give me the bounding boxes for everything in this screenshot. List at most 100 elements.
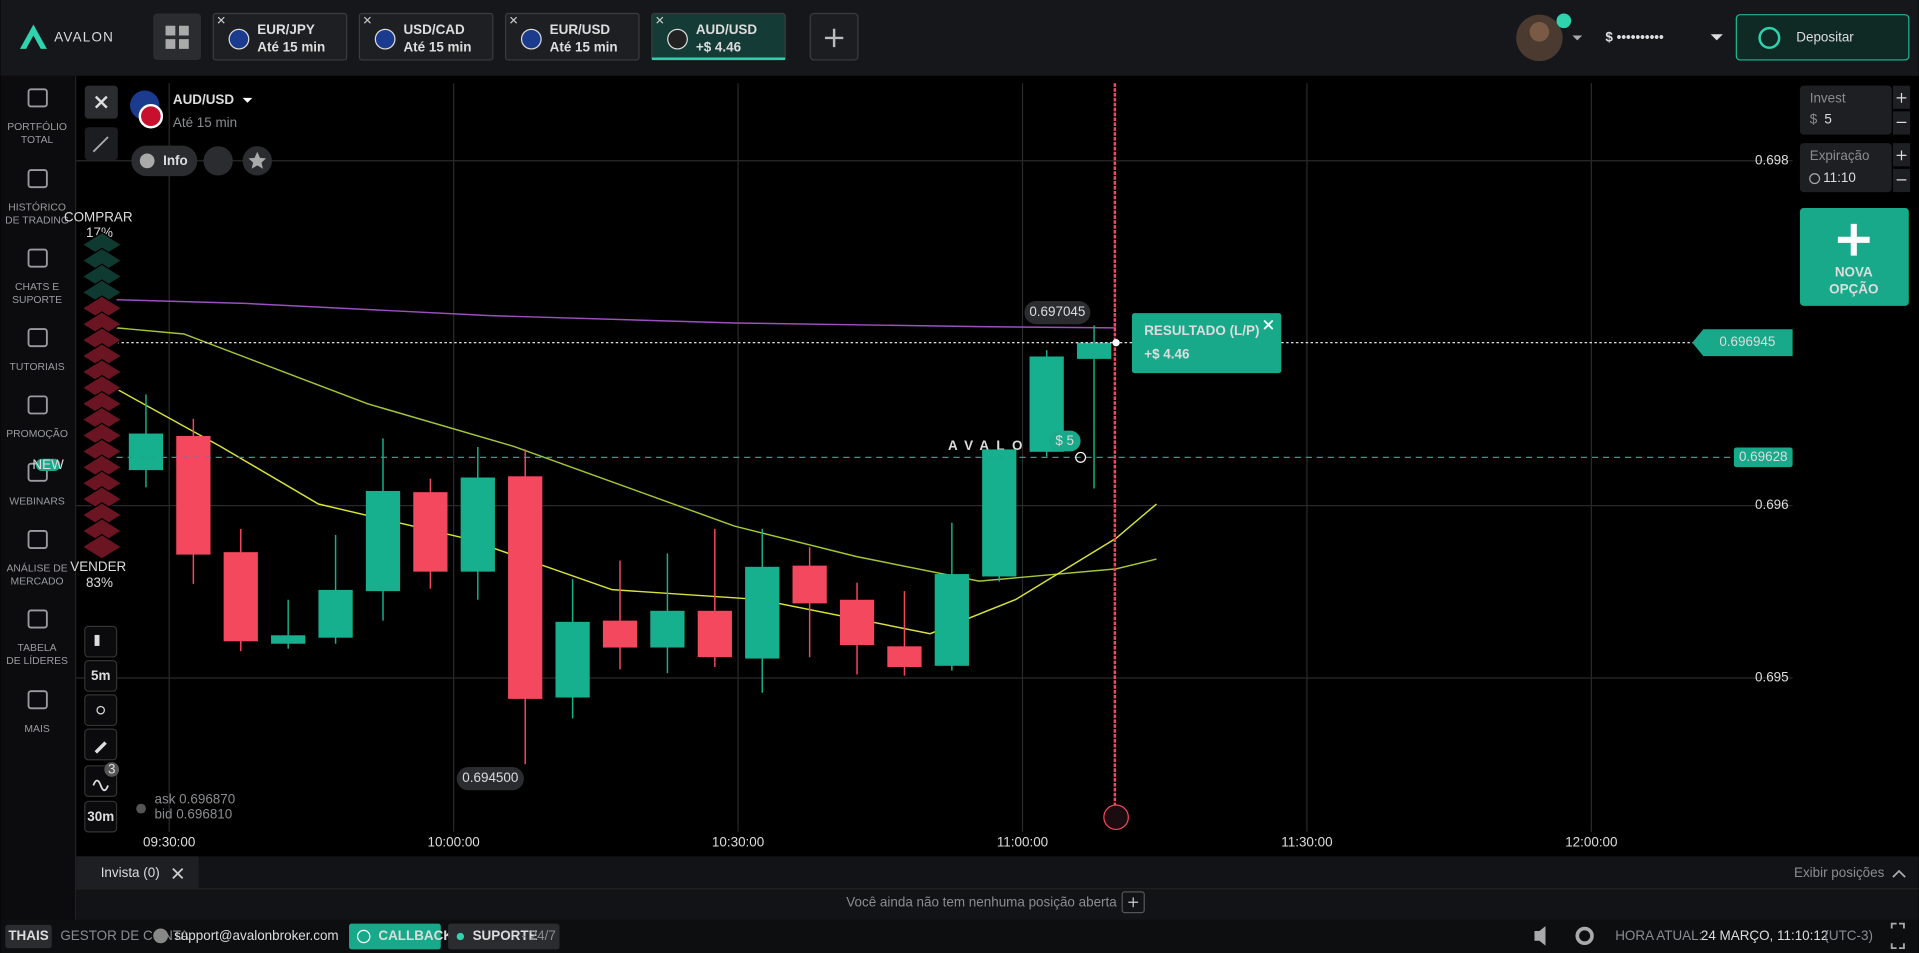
asset-tab[interactable]: [212, 12, 348, 61]
indicators-icon: [92, 779, 109, 792]
sidebar-label[interactable]: MAIS: [24, 724, 49, 735]
timeframe-button[interactable]: [84, 660, 118, 692]
tab-close[interactable]: [217, 16, 225, 24]
result-close[interactable]: [1263, 319, 1274, 330]
positions-tab[interactable]: Invista (0): [101, 865, 160, 880]
support-email[interactable]: support@avalonbroker.com: [174, 928, 339, 943]
moving-average: [116, 327, 1157, 582]
chart-type-icon: [94, 634, 100, 646]
new-option-button[interactable]: [1799, 207, 1909, 306]
sidebar-label[interactable]: SUPORTE: [12, 295, 62, 306]
period-button[interactable]: [84, 800, 118, 833]
chart-type-button[interactable]: [84, 625, 118, 658]
draw-icon: [94, 741, 107, 754]
sidebar-label[interactable]: DE TRADING: [5, 216, 69, 227]
asset-tabs: EUR/JPY Até 15 min USD/CAD Até 15 min EUR/US…: [212, 12, 786, 61]
tab-sub: Até 15 min: [403, 39, 471, 54]
sidebar-icon[interactable]: [27, 395, 48, 415]
grid-button[interactable]: [153, 13, 202, 60]
info-label[interactable]: Info: [163, 153, 188, 168]
sidebar-icon[interactable]: [27, 530, 48, 549]
new-badge-bg: [35, 458, 61, 471]
positions-add[interactable]: [1121, 891, 1145, 914]
balance[interactable]: $ ••••••••••: [1605, 29, 1664, 44]
timeframe[interactable]: 5m: [91, 668, 110, 683]
tab-pair[interactable]: USD/CAD: [403, 22, 465, 37]
sidebar-label[interactable]: TUTORIAIS: [10, 362, 65, 373]
sidebar-icon[interactable]: [27, 609, 48, 629]
asset-tab[interactable]: [505, 12, 640, 61]
low-label: 0.694500: [462, 770, 518, 785]
tab-close[interactable]: [510, 16, 518, 24]
sentiment-bar: [81, 231, 123, 560]
sidebar-icon[interactable]: [27, 328, 48, 348]
sidebar-label[interactable]: MERCADO: [11, 576, 64, 587]
candle-body: [365, 490, 401, 592]
positions-close[interactable]: [172, 867, 184, 880]
moving-average: [116, 388, 1157, 635]
timezone: (UTC-3): [1824, 928, 1873, 943]
invest-box[interactable]: [1799, 85, 1892, 135]
candle-body: [460, 477, 495, 572]
tab-close[interactable]: [656, 16, 664, 24]
signals-button[interactable]: [84, 694, 118, 727]
tab-pair[interactable]: EUR/JPY: [257, 22, 315, 37]
result-value: +$ 4.46: [1144, 346, 1189, 361]
candle-body: [934, 574, 969, 666]
support-label[interactable]: SUPORTE: [473, 928, 538, 943]
sentiment-segment: [81, 533, 123, 560]
new-option-line-1[interactable]: NOVA: [1835, 264, 1873, 279]
deposit-label[interactable]: Depositar: [1796, 29, 1854, 44]
draw-button[interactable]: [84, 728, 118, 761]
tab-pair[interactable]: AUD/USD: [696, 22, 758, 37]
sidebar-label[interactable]: HISTÓRICO: [8, 201, 66, 214]
candle-body: [982, 449, 1017, 577]
y-tick-label: 0.698: [1755, 152, 1789, 167]
asset-name[interactable]: AUD/USD: [173, 92, 235, 107]
current-price-bg: [1692, 329, 1793, 357]
sidebar-icon[interactable]: [27, 169, 48, 189]
callback-button[interactable]: [349, 923, 441, 950]
chart-tools: 5m 3 30m ask 0.696870 bid 0.696810: [84, 625, 235, 833]
candle-body: [745, 566, 780, 659]
invest-amount[interactable]: 5: [1824, 111, 1831, 126]
sidebar-label[interactable]: TOTAL: [21, 135, 54, 146]
asset-tab[interactable]: [358, 12, 494, 61]
expiry-time[interactable]: 11:10: [1823, 170, 1856, 185]
sound-button[interactable]: [1534, 926, 1546, 946]
new-option-line-2[interactable]: OPÇÃO: [1829, 281, 1878, 296]
tab-flag: [374, 28, 396, 50]
sidebar-icon[interactable]: [27, 690, 48, 710]
period[interactable]: 30m: [87, 809, 114, 824]
info-button[interactable]: [131, 145, 198, 177]
sidebar-icon[interactable]: [27, 88, 48, 108]
expiry-box[interactable]: [1799, 143, 1892, 193]
deposit-button[interactable]: [1735, 14, 1910, 61]
tab-pair[interactable]: EUR/USD: [550, 22, 611, 37]
alert-button[interactable]: [203, 146, 233, 176]
logo-icon: [19, 24, 47, 49]
avatar-face: [1529, 22, 1550, 42]
sidebar-label[interactable]: WEBINARS: [9, 496, 64, 507]
settings-button[interactable]: [1575, 926, 1594, 946]
sidebar-label[interactable]: TABELA: [18, 643, 57, 654]
signals-icon: [96, 705, 105, 715]
result-box: [1131, 313, 1282, 374]
sidebar-icon[interactable]: [27, 248, 48, 268]
sidebar-label[interactable]: CHATS E: [15, 282, 59, 293]
sidebar-label[interactable]: ANÁLISE DE: [7, 562, 68, 575]
sidebar-label[interactable]: PROMOÇÃO: [6, 427, 68, 440]
sidebar-label[interactable]: DE LÍDERES: [6, 654, 68, 667]
positions-show[interactable]: Exibir posições: [1794, 865, 1885, 880]
x-tick-label: 11:30:00: [1281, 834, 1332, 849]
new-badge: NEW: [32, 457, 64, 472]
fullscreen-button[interactable]: [1890, 922, 1905, 950]
quote-help[interactable]: [136, 803, 146, 814]
tab-close[interactable]: [363, 16, 371, 24]
invest-currency: $: [1810, 111, 1818, 126]
callback-label[interactable]: CALLBACK: [378, 928, 453, 943]
moving-average: [116, 298, 1117, 329]
sidebar-label[interactable]: PORTFÓLIO: [7, 120, 67, 133]
support-button[interactable]: [448, 923, 560, 950]
